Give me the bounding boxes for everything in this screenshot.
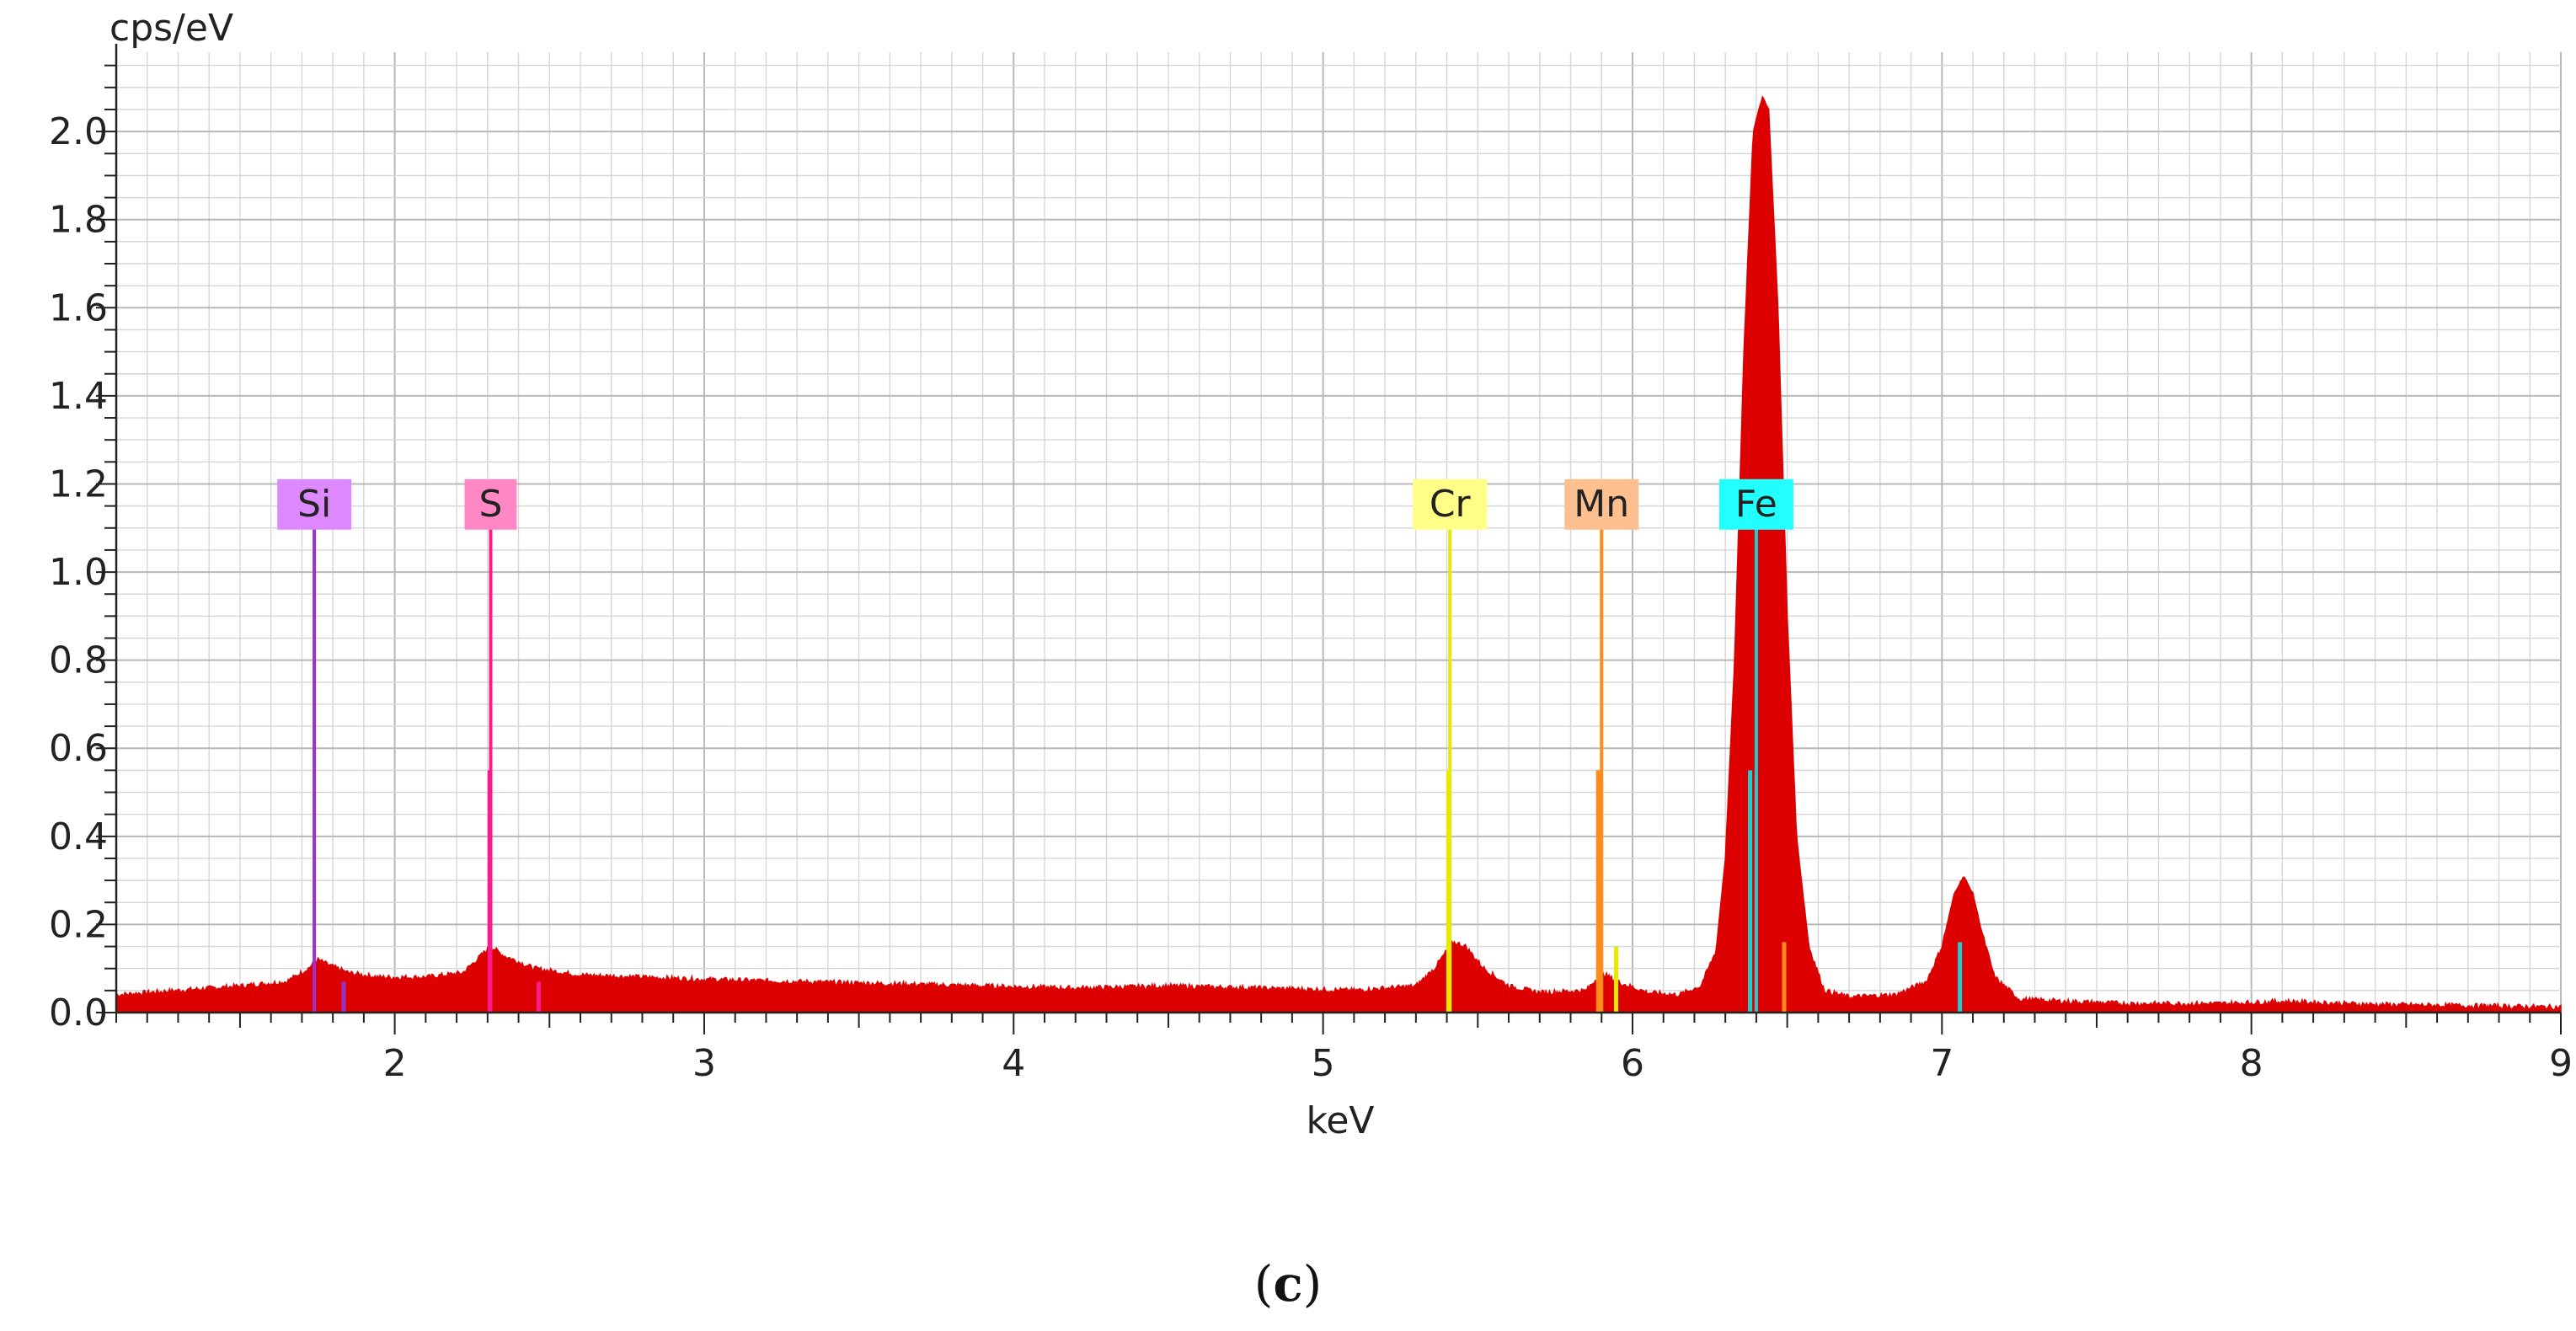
x-tick-label: 4: [1002, 1042, 1025, 1085]
y-tick-label: 0.4: [49, 815, 108, 858]
figure-caption: (c): [0, 1255, 2576, 1312]
y-tick-label: 1.6: [49, 286, 108, 329]
x-tick-label: 7: [1930, 1042, 1953, 1085]
y-axis-title: cps/eV: [110, 7, 233, 50]
spectrum-area-layer: [115, 95, 2562, 1013]
element-label-s: S: [479, 483, 503, 526]
element-lines-layer: Si S Cr Mn Fe: [277, 478, 1963, 1013]
caption-letter: c: [1273, 1255, 1303, 1312]
y-tick-label: 1.0: [49, 551, 108, 594]
y-tick-label: 0.2: [49, 903, 108, 946]
axes: 0.0 0.2 0.4 0.6 0.8 1.0 1.2 1.4 1.6 1.8 2.0 2 3 4 5 6 7 8…: [49, 44, 2573, 1085]
y-tick-label: 1.8: [49, 199, 108, 242]
x-axis-title: keV: [1306, 1099, 1374, 1142]
element-label-mn: Mn: [1574, 483, 1629, 526]
element-label-bg-cr: [1413, 478, 1488, 530]
y-tick-label: 0.0: [49, 992, 108, 1034]
x-tick-label: 3: [692, 1042, 716, 1085]
caption-open: (: [1253, 1255, 1274, 1312]
element-label-fe: Fe: [1735, 483, 1777, 526]
x-tick-label: 6: [1621, 1042, 1644, 1085]
x-tick-label: 5: [1312, 1042, 1335, 1085]
y-tick-label: 0.6: [49, 727, 108, 770]
x-tick-label: 2: [383, 1042, 407, 1085]
caption-close: ): [1302, 1255, 1323, 1312]
y-tick-label: 0.8: [49, 639, 108, 682]
element-label-si: Si: [297, 483, 331, 526]
y-tick-label: 1.4: [49, 375, 108, 418]
element-label-bg-mn: [1564, 478, 1639, 530]
y-tick-label: 2.0: [49, 110, 108, 153]
element-label-bg-fe: [1718, 478, 1793, 530]
x-tick-label: 8: [2240, 1042, 2263, 1085]
grid: [115, 52, 2562, 1013]
spectrum-area: [115, 95, 2562, 1013]
element-label-bg-s: [464, 478, 517, 530]
x-tick-label: 9: [2549, 1042, 2573, 1085]
plot-background: [116, 52, 2561, 1013]
element-label-cr: Cr: [1430, 483, 1472, 526]
y-tick-label: 1.2: [49, 462, 108, 505]
element-label-bg-si: [277, 478, 352, 530]
